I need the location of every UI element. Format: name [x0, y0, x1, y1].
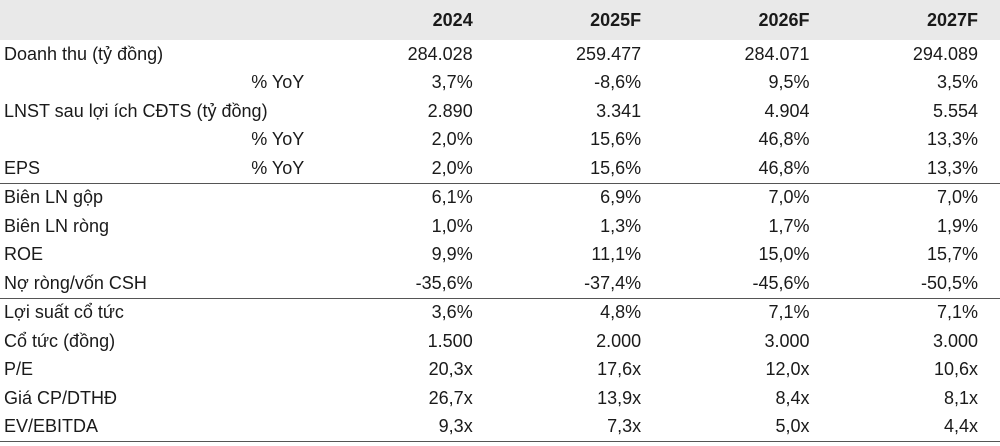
row-label	[0, 126, 168, 155]
row-label: LNST sau lợi ích CĐTS (tỷ đồng)	[4, 100, 268, 121]
value-cell: 1,0%	[431, 215, 473, 236]
value-cell: 3.000	[932, 330, 978, 351]
row-net-margin: Biên LN ròng 1,0% 1,3% 1,7% 1,9%	[0, 212, 1000, 241]
value-cell: -45,6%	[663, 269, 832, 299]
value-cell: 13,3%	[926, 129, 978, 150]
row-pe: P/E 20,3x 17,6x 12,0x 10,6x	[0, 356, 1000, 385]
value-cell: 284.028	[407, 43, 473, 64]
row-dividend-yield: Lợi suất cổ tức 3,6% 4,8% 7,1% 7,1%	[0, 298, 1000, 327]
value-cell: 7,1%	[768, 302, 810, 323]
row-label: Lợi suất cổ tức	[4, 302, 124, 323]
value-cell: 26,7x	[428, 387, 473, 408]
year-header-2027f: 2027F	[831, 0, 1000, 40]
value-cell: 3.000	[764, 330, 810, 351]
row-sublabel: % YoY	[251, 129, 305, 150]
row-gross-margin: Biên LN gộp 6,1% 6,9% 7,0% 7,0%	[0, 183, 1000, 212]
value-cell: 7,0%	[936, 187, 978, 208]
year-header-2026f: 2026F	[663, 0, 832, 40]
value-cell: -8,6%	[594, 72, 642, 93]
value-cell: 12,0x	[765, 359, 810, 380]
row-net-profit: LNST sau lợi ích CĐTS (tỷ đồng) 2.890 3.…	[0, 97, 1000, 126]
value-cell: 46,8%	[758, 129, 810, 150]
row-roe: ROE 9,9% 11,1% 15,0% 15,7%	[0, 241, 1000, 270]
value-cell: 2,0%	[326, 154, 495, 184]
row-revenue: Doanh thu (tỷ đồng) 284.028 259.477 284.…	[0, 40, 1000, 69]
value-cell: 8,4x	[775, 387, 810, 408]
value-cell: 3,7%	[431, 72, 473, 93]
value-cell: 4,4x	[831, 412, 1000, 442]
row-label: P/E	[4, 359, 34, 380]
row-net-profit-yoy: % YoY 2,0% 15,6% 46,8% 13,3%	[0, 126, 1000, 155]
row-revenue-yoy: % YoY 3,7% -8,6% 9,5% 3,5%	[0, 69, 1000, 98]
value-cell: 46,8%	[663, 154, 832, 184]
row-label: EPS	[0, 154, 169, 184]
row-dividend: Cổ tức (đồng) 1.500 2.000 3.000 3.000	[0, 327, 1000, 356]
row-label: Doanh thu (tỷ đồng)	[4, 43, 164, 64]
value-cell: 13,9x	[597, 387, 642, 408]
row-label: Giá CP/DTHĐ	[4, 387, 118, 408]
value-cell: -35,6%	[326, 269, 495, 299]
value-cell: 2,0%	[431, 129, 473, 150]
header-blank-cell	[0, 0, 327, 40]
value-cell: -37,4%	[494, 269, 664, 299]
value-cell: 5,0x	[663, 412, 832, 442]
value-cell: 9,3x	[326, 412, 495, 442]
value-cell: 2.000	[596, 330, 642, 351]
value-cell: 15,0%	[758, 244, 810, 265]
value-cell: 11,1%	[591, 244, 642, 265]
value-cell: 13,3%	[831, 154, 1000, 184]
row-eps-yoy: EPS % YoY 2,0% 15,6% 46,8% 13,3%	[0, 154, 1000, 184]
value-cell: 2.890	[427, 100, 473, 121]
row-label: ROE	[4, 244, 44, 265]
value-cell: 20,3x	[428, 359, 473, 380]
row-ev-ebitda: EV/EBITDA 9,3x 7,3x 5,0x 4,4x	[0, 412, 1000, 442]
value-cell: 284.071	[744, 43, 810, 64]
value-cell: 7,0%	[768, 187, 810, 208]
value-cell: 17,6x	[597, 359, 642, 380]
value-cell: 15,6%	[494, 154, 664, 184]
value-cell: 5.554	[932, 100, 978, 121]
value-cell: 3,6%	[431, 302, 473, 323]
value-cell: 1.500	[427, 330, 473, 351]
year-header-2024: 2024	[326, 0, 495, 40]
value-cell: 15,7%	[926, 244, 978, 265]
value-cell: 9,5%	[768, 72, 810, 93]
row-sublabel: % YoY	[168, 154, 327, 184]
value-cell: 8,1x	[943, 387, 978, 408]
value-cell: 3.341	[596, 100, 642, 121]
row-price-to-cashflow: Giá CP/DTHĐ 26,7x 13,9x 8,4x 8,1x	[0, 384, 1000, 413]
value-cell: 1,3%	[600, 215, 642, 236]
value-cell: 6,1%	[431, 187, 473, 208]
value-cell: 294.089	[912, 43, 978, 64]
row-net-debt-equity: Nợ ròng/vốn CSH -35,6% -37,4% -45,6% -50…	[0, 269, 1000, 299]
row-label: Biên LN gộp	[4, 187, 104, 208]
value-cell: 3,5%	[936, 72, 978, 93]
value-cell: 1,9%	[936, 215, 978, 236]
value-cell: 4,8%	[600, 302, 642, 323]
year-header-2025f: 2025F	[494, 0, 664, 40]
value-cell: 10,6x	[933, 359, 978, 380]
value-cell: 7,1%	[936, 302, 978, 323]
value-cell: -50,5%	[831, 269, 1000, 299]
value-cell: 259.477	[576, 43, 642, 64]
row-label: Nợ ròng/vốn CSH	[0, 269, 327, 299]
value-cell: 7,3x	[494, 412, 664, 442]
row-label: EV/EBITDA	[0, 412, 327, 442]
row-label: Biên LN ròng	[4, 215, 110, 236]
value-cell: 15,6%	[590, 129, 642, 150]
value-cell: 1,7%	[768, 215, 810, 236]
header-row: 2024 2025F 2026F 2027F	[0, 0, 1000, 40]
value-cell: 4.904	[764, 100, 810, 121]
value-cell: 6,9%	[600, 187, 642, 208]
row-label	[0, 69, 168, 98]
row-sublabel: % YoY	[251, 72, 305, 93]
row-label: Cổ tức (đồng)	[4, 330, 116, 351]
value-cell: 9,9%	[431, 244, 473, 265]
